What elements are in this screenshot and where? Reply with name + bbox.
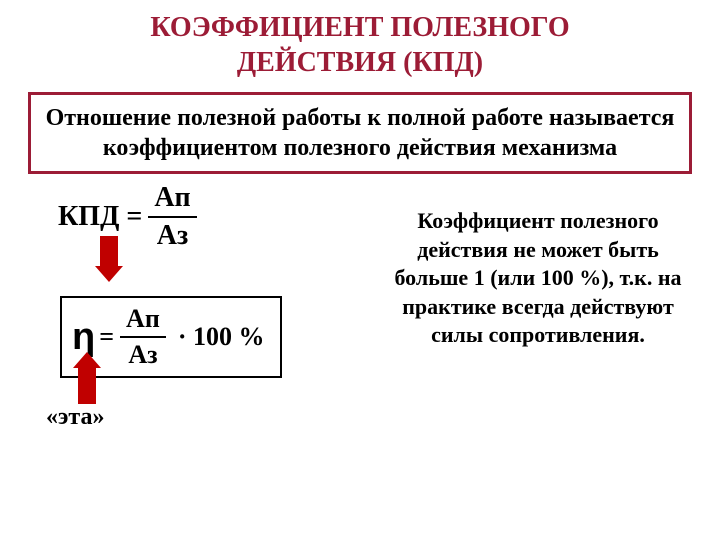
formula2-equals: = bbox=[99, 322, 114, 352]
formula2-fraction: Ап Аз bbox=[120, 304, 166, 370]
arrow-head bbox=[95, 266, 123, 282]
body-area: КПД = Ап Аз ƞ = Ап Аз · 100 % «эт bbox=[0, 182, 720, 512]
formula1-numerator: Ап bbox=[148, 182, 196, 216]
formula2-denominator: Аз bbox=[122, 338, 163, 370]
arrow-up-icon bbox=[73, 352, 101, 404]
title-line1: КОЭФФИЦИЕНТ ПОЛЕЗНОГО bbox=[0, 10, 720, 45]
left-column: КПД = Ап Аз ƞ = Ап Аз · 100 % «эт bbox=[28, 182, 368, 378]
formula2-numerator: Ап bbox=[120, 304, 166, 336]
arrow-shaft bbox=[100, 236, 118, 266]
title-line2: ДЕЙСТВИЯ (КПД) bbox=[0, 45, 720, 80]
formula1-denominator: Аз bbox=[151, 218, 194, 252]
right-note: Коэффициент полезного действия не может … bbox=[378, 207, 698, 350]
arrow-shaft bbox=[78, 368, 96, 404]
eta-label: «эта» bbox=[46, 404, 104, 431]
definition-text: Отношение полезной работы к полной работ… bbox=[46, 105, 675, 161]
formula1-fraction: Ап Аз bbox=[148, 182, 196, 252]
page-title: КОЭФФИЦИЕНТ ПОЛЕЗНОГО ДЕЙСТВИЯ (КПД) bbox=[0, 0, 720, 80]
formula2-suffix: · 100 % bbox=[178, 322, 265, 352]
arrow-down-icon bbox=[95, 236, 123, 282]
definition-box: Отношение полезной работы к полной работ… bbox=[28, 92, 692, 174]
right-note-text: Коэффициент полезного действия не может … bbox=[394, 208, 681, 347]
arrow-head bbox=[73, 352, 101, 368]
formula1-lhs: КПД = bbox=[58, 201, 142, 233]
